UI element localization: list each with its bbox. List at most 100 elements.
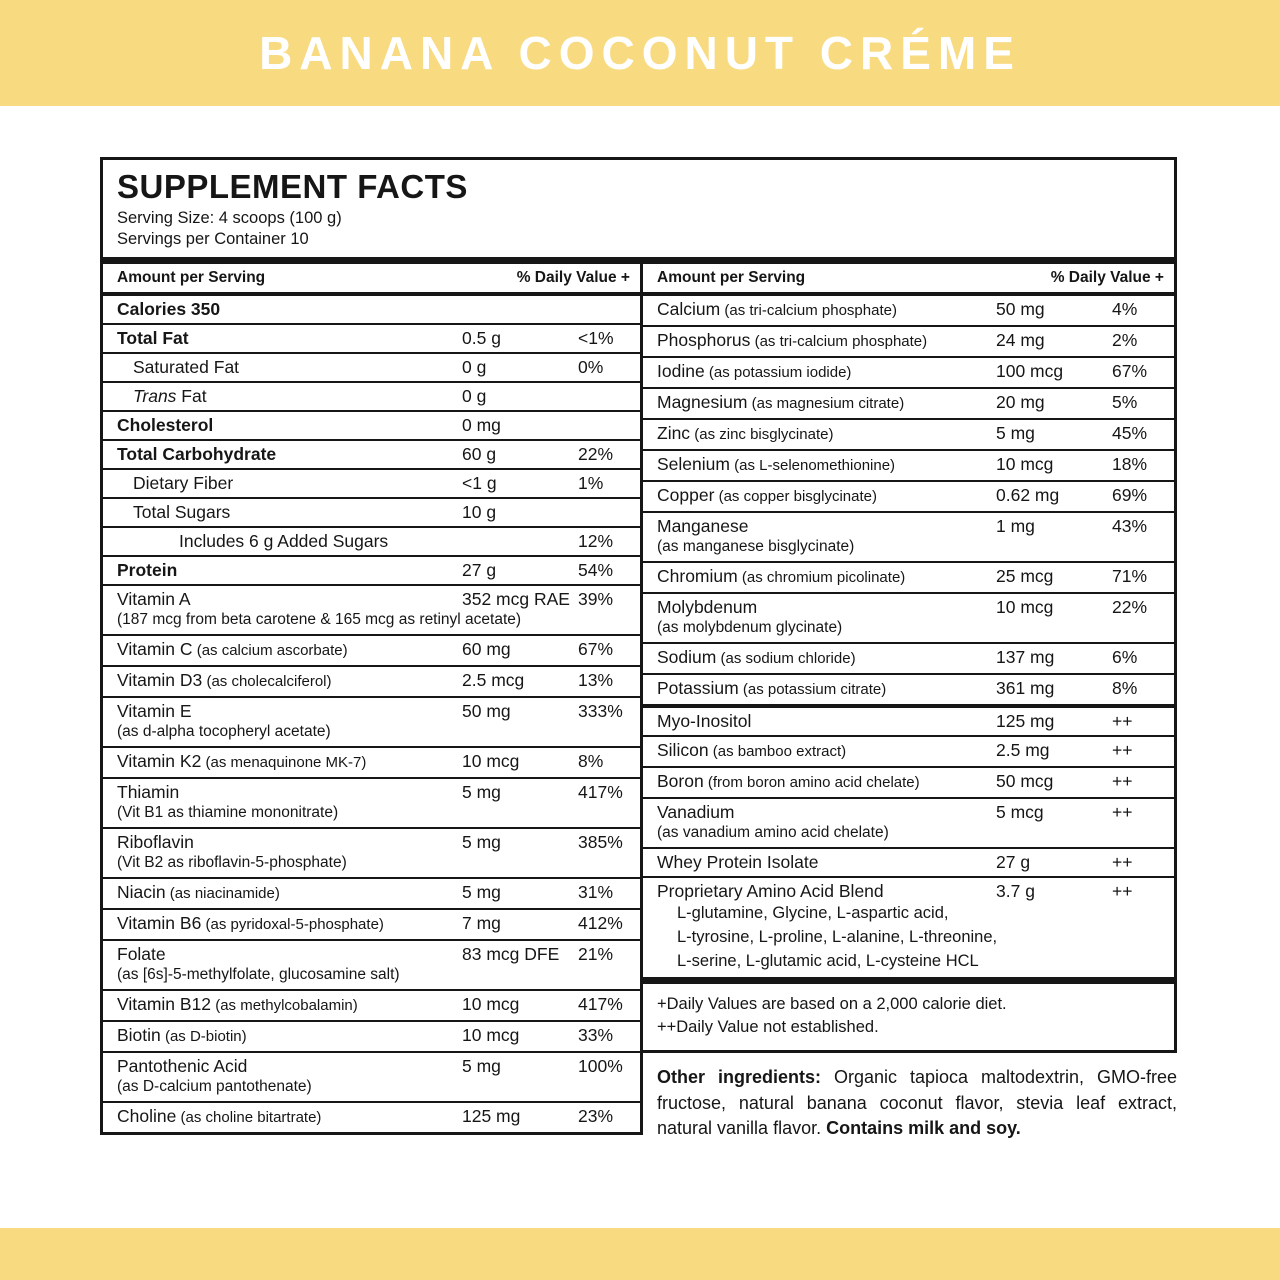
nutrient-amount: 10 mcg <box>996 597 1054 618</box>
nutrient-daily-value: 417% <box>578 782 623 803</box>
nutrient-source: (as tri-calcium phosphate) <box>750 333 928 351</box>
nutrient-label: Proprietary Amino Acid Blend <box>657 881 884 902</box>
nutrient-label: Vitamin C (as calcium ascorbate) <box>117 639 348 660</box>
nutrient-daily-value: <1% <box>578 328 614 349</box>
nutrient-source: (as zinc bisglycinate) <box>690 426 834 444</box>
nutrient-amount: 27 g <box>462 560 497 581</box>
serving-size: Serving Size: 4 scoops (100 g) <box>117 208 342 227</box>
nutrient-row: Vitamin B6 (as pyridoxal-5-phosphate) 7 m… <box>103 910 640 942</box>
nutrient-row: Whey Protein Isolate 27 g ++ <box>643 849 1174 879</box>
nutrient-daily-value: 67% <box>1112 361 1148 382</box>
nutrient-daily-value: ++ <box>1112 852 1133 873</box>
right-column-header: Amount per Serving % Daily Value + <box>643 264 1174 297</box>
nutrient-row: Magnesium (as magnesium citrate) 20 mg 5% <box>643 389 1174 421</box>
nutrient-daily-value: 31% <box>578 882 614 903</box>
left-rows: Calories 350 Total Fat 0.5 g <1% Saturated F… <box>103 296 640 1132</box>
nutrient-label: Sodium (as sodium chloride) <box>657 647 856 668</box>
other-ingredients-text: Organic tapioca maltodextrin, GMO-free f… <box>657 1067 1178 1139</box>
nutrient-amount: 5 mg <box>462 1056 501 1077</box>
nutrient-source: (as methylcobalamin) <box>211 997 358 1015</box>
nutrient-row: Potassium (as potassium citrate) 361 mg 8% <box>643 675 1174 709</box>
flavor-title: BANANA COCONUT CRÉME <box>259 27 1021 79</box>
footnotes-divider-bar <box>643 977 1174 985</box>
nutrient-sub-label: (as d-alpha tocopheryl acetate) <box>117 723 331 741</box>
nutrient-amount: 5 mg <box>462 832 501 853</box>
nutrient-amount: 352 mcg RAE <box>462 589 570 610</box>
nutrient-daily-value: 33% <box>578 1025 614 1046</box>
servings-per-container: Servings per Container 10 <box>117 230 309 249</box>
nutrient-amount: 60 g <box>462 444 497 465</box>
nutrient-daily-value: 45% <box>1112 423 1148 444</box>
nutrient-source: (from boron amino acid chelate) <box>703 774 920 792</box>
nutrient-amount: 10 g <box>462 502 497 523</box>
nutrient-row: Calcium (as tri-calcium phosphate) 50 mg 4… <box>643 296 1174 328</box>
nutrient-daily-value: 43% <box>1112 516 1148 537</box>
nutrient-source: (as potassium citrate) <box>738 681 887 699</box>
nutrient-daily-value: ++ <box>1112 881 1133 902</box>
nutrient-label: Phosphorus (as tri-calcium phosphate) <box>657 330 928 351</box>
nutrient-label: Folate <box>117 944 166 965</box>
nutrient-daily-value: 69% <box>1112 485 1148 506</box>
nutrient-label: Chromium (as chromium picolinate) <box>657 566 906 587</box>
nutrient-daily-value: 100% <box>578 1056 623 1077</box>
nutrient-row: Cholesterol 0 mg <box>103 412 640 442</box>
nutrient-amount <box>462 531 578 551</box>
nutrient-sub-label: (as [6s]-5-methylfolate, glucosamine sal… <box>117 966 400 984</box>
nutrient-amount: 2.5 mg <box>996 740 1050 761</box>
footnotes: +Daily Values are based on a 2,000 calor… <box>643 984 1174 1054</box>
nutrient-daily-value: 0% <box>578 357 604 378</box>
amino-acid-line: L-glutamine, Glycine, L-aspartic acid, <box>677 904 949 923</box>
nutrient-daily-value <box>578 415 636 435</box>
nutrient-row: Calories 350 <box>103 296 640 326</box>
nutrient-amount: 5 mg <box>462 882 501 903</box>
nutrient-row: Total Carbohydrate 60 g 22% <box>103 441 640 471</box>
amount-per-serving-label: Amount per Serving <box>117 269 266 287</box>
nutrient-label: Copper (as copper bisglycinate) <box>657 485 877 506</box>
nutrient-source: (as cholecalciferol) <box>202 673 332 691</box>
nutrient-amount: 100 mcg <box>996 361 1064 382</box>
nutrient-row: Chromium (as chromium picolinate) 25 mcg 7… <box>643 563 1174 595</box>
nutrient-daily-value: 8% <box>1112 678 1138 699</box>
nutrient-label: Protein <box>117 560 178 581</box>
nutrient-label: Vitamin B6 (as pyridoxal-5-phosphate) <box>117 913 384 934</box>
nutrient-amount: 125 mg <box>996 711 1055 732</box>
nutrient-amount: 10 mcg <box>462 751 520 772</box>
nutrient-label: Potassium (as potassium citrate) <box>657 678 887 699</box>
nutrient-daily-value: 8% <box>578 751 604 772</box>
nutrient-daily-value <box>578 386 636 406</box>
nutrient-amount: <1 g <box>462 473 497 494</box>
nutrient-label: Trans Fat <box>133 386 207 407</box>
nutrient-label: Choline (as choline bitartrate) <box>117 1106 322 1127</box>
nutrient-row: Sodium (as sodium chloride) 137 mg 6% <box>643 644 1174 676</box>
other-ingredients-label: Other ingredients: <box>657 1067 821 1088</box>
nutrient-amount: 7 mg <box>462 913 501 934</box>
nutrient-daily-value: 71% <box>1112 566 1148 587</box>
nutrient-source: (as magnesium citrate) <box>747 395 905 413</box>
nutrient-daily-value: 6% <box>1112 647 1138 668</box>
nutrient-label: Molybdenum <box>657 597 758 618</box>
nutrient-amount: 25 mcg <box>996 566 1054 587</box>
nutrient-amount: 50 mcg <box>996 771 1054 792</box>
nutrient-label: Includes 6 g Added Sugars <box>179 531 389 552</box>
amino-acid-line: L-serine, L-glutamic acid, L-cysteine HC… <box>677 952 979 971</box>
nutrient-amount: 5 mg <box>462 782 501 803</box>
nutrient-daily-value <box>578 502 636 522</box>
left-column-header: Amount per Serving % Daily Value + <box>103 264 640 297</box>
nutrient-daily-value: 22% <box>1112 597 1148 618</box>
nutrient-amount: 10 mcg <box>462 1025 520 1046</box>
nutrient-row: Vanadium 5 mcg ++ (as vanadium amino acid c… <box>643 799 1174 850</box>
nutrient-row: Riboflavin 5 mg 385% (Vit B2 as riboflavin-… <box>103 829 640 880</box>
nutrient-label: Total Sugars <box>133 502 231 523</box>
nutrient-source: (as L-selenomethionine) <box>729 457 896 475</box>
left-column: Amount per Serving % Daily Value + Calor… <box>100 264 643 1136</box>
nutrient-source: (as menaquinone MK-7) <box>201 754 367 772</box>
supplement-facts-title: SUPPLEMENT FACTS <box>117 168 468 205</box>
amount-per-serving-label: Amount per Serving <box>657 269 806 287</box>
nutrient-row: Includes 6 g Added Sugars 12% <box>103 528 640 558</box>
nutrient-label: Vitamin D3 (as cholecalciferol) <box>117 670 332 691</box>
flavor-banner: BANANA COCONUT CRÉME <box>0 0 1280 106</box>
nutrient-amount: 10 mcg <box>996 454 1054 475</box>
nutrient-label: Riboflavin <box>117 832 194 853</box>
nutrient-label: Vitamin B12 (as methylcobalamin) <box>117 994 358 1015</box>
nutrient-sub-label: (187 mcg from beta carotene & 165 mcg as… <box>117 611 522 629</box>
